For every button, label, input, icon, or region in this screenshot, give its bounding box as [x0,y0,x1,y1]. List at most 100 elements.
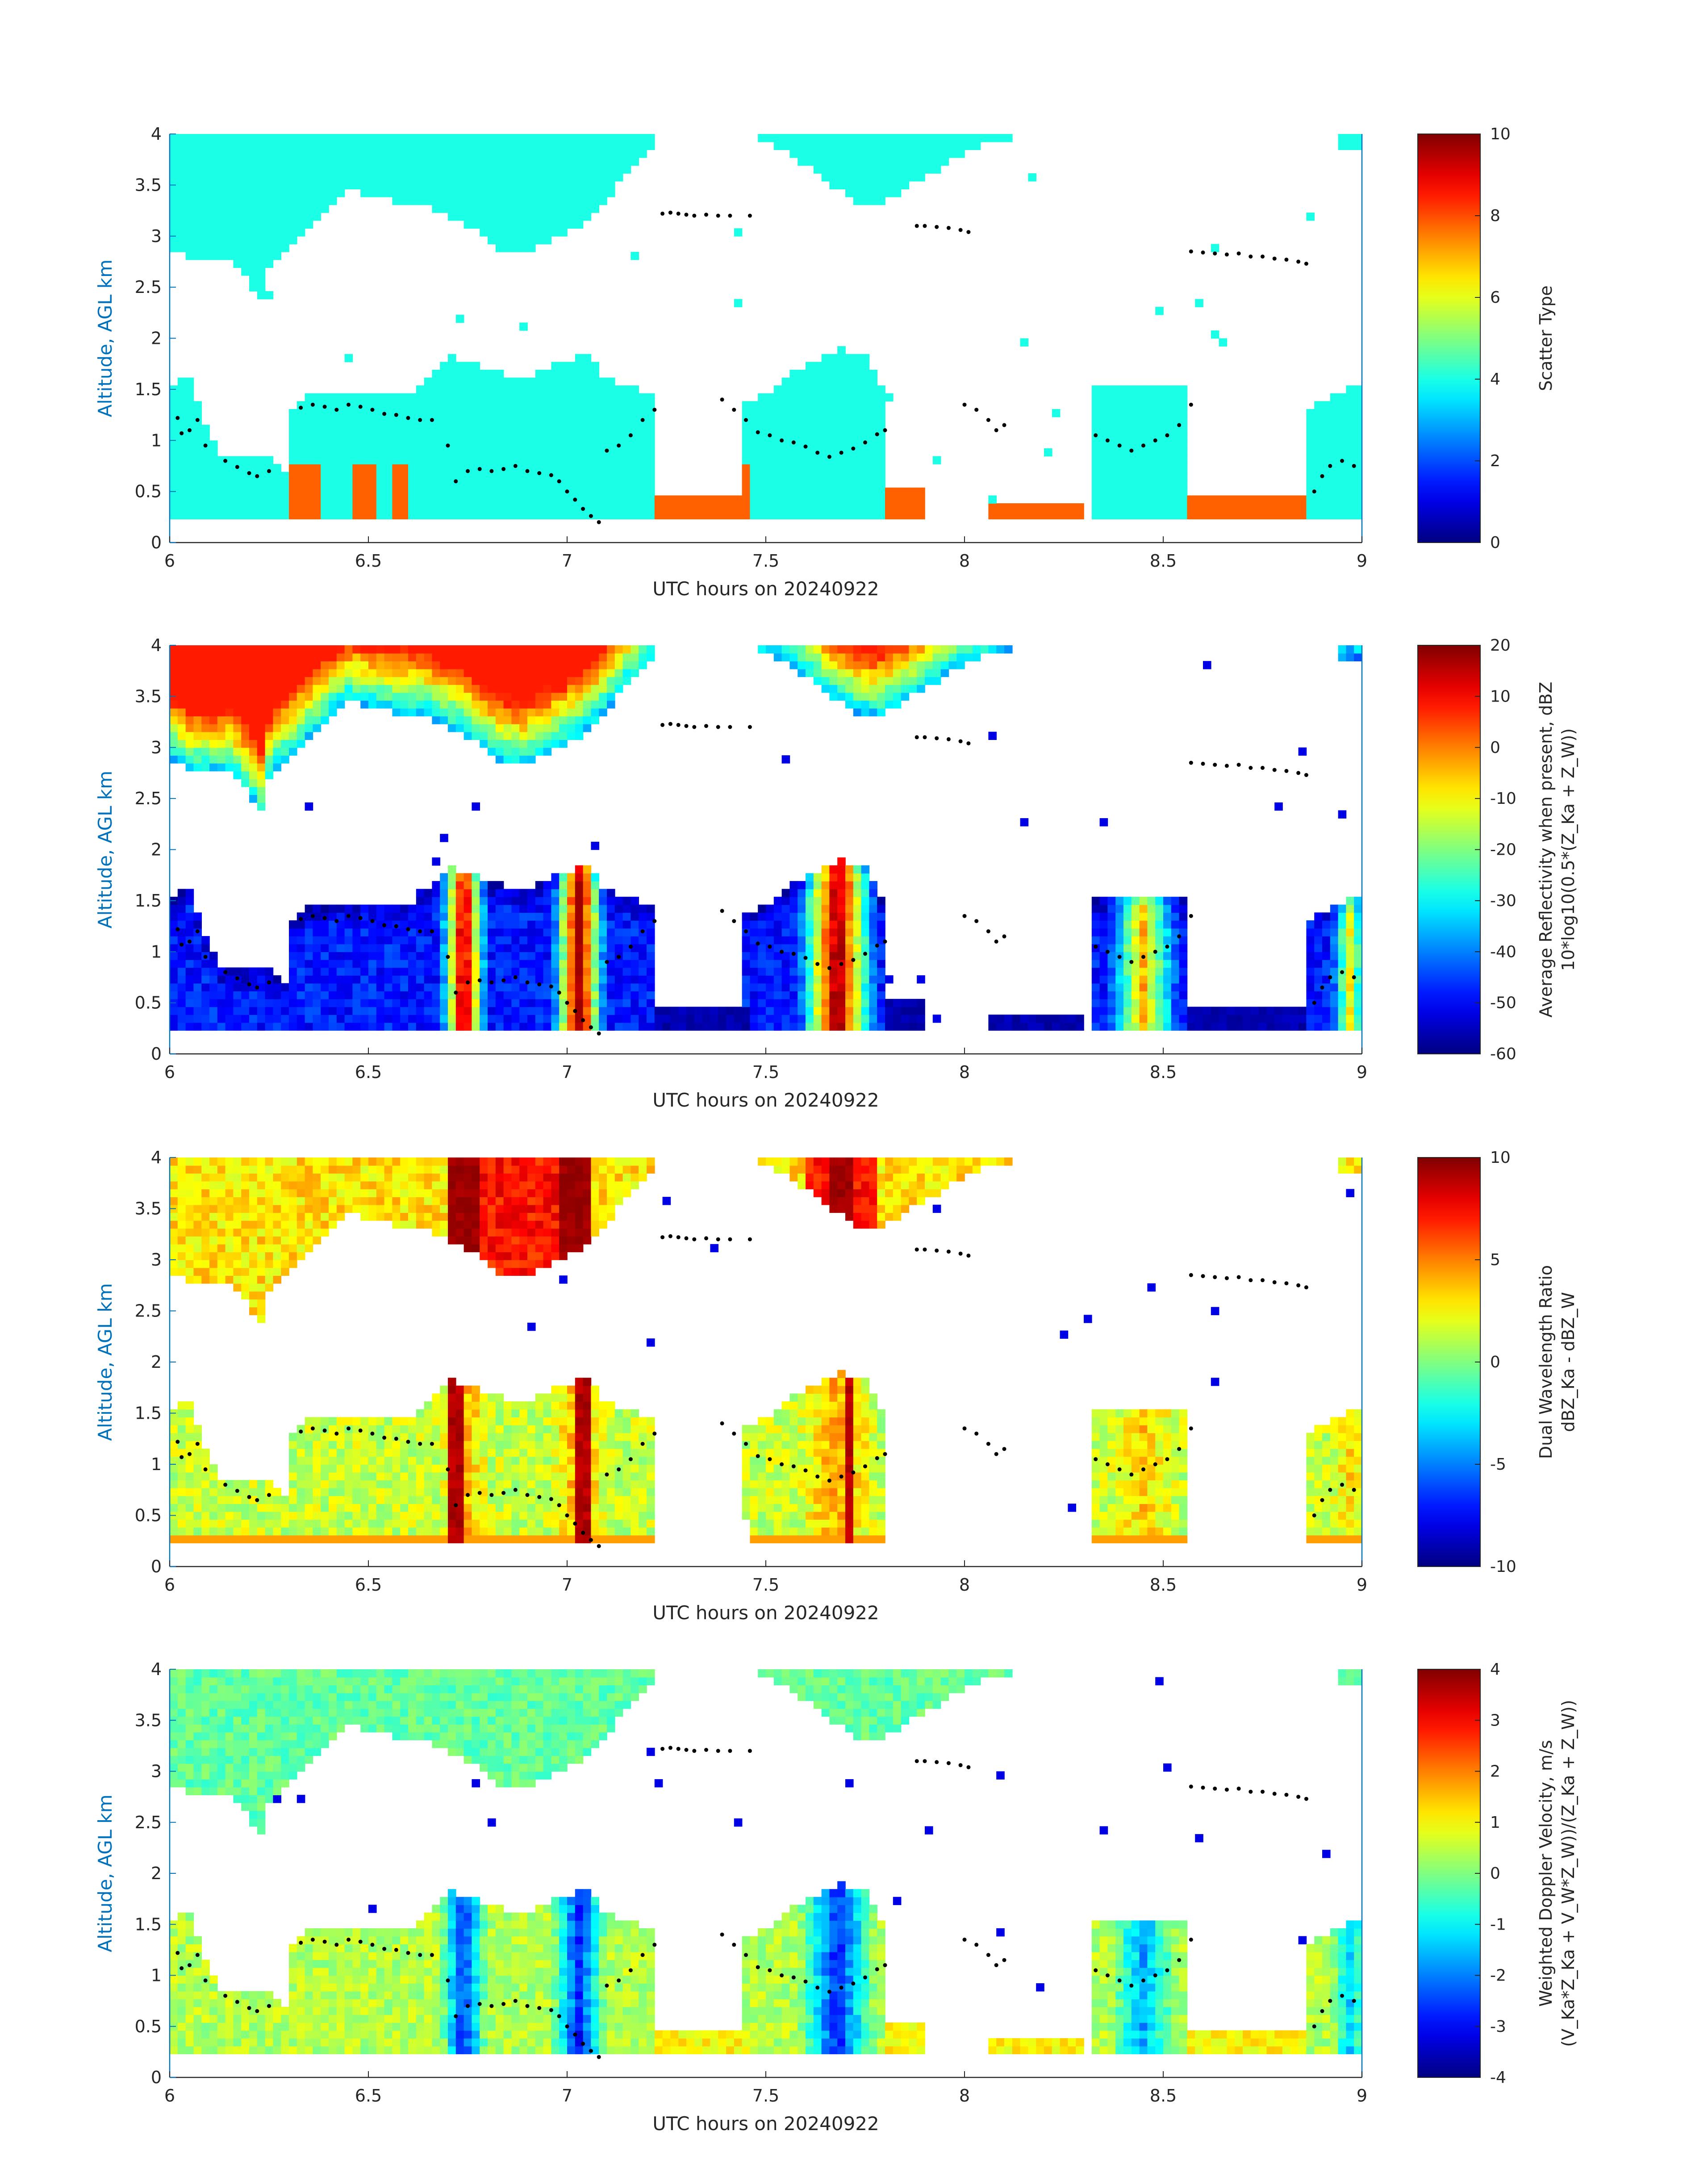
heatmap-cell [614,685,623,693]
heatmap-cell [853,897,862,905]
heatmap-cell [813,503,822,512]
heatmap-cell [296,677,305,685]
heatmap-cell [1322,448,1331,457]
heatmap-cell [432,464,440,472]
heatmap-cell [599,999,607,1007]
heatmap-cell [455,196,464,205]
heatmap-cell [1322,425,1331,433]
heatmap-cell [384,661,393,669]
heatmap-cell [480,385,488,394]
heatmap-cell [599,417,607,425]
heatmap-cell [472,1022,480,1031]
heatmap-cell [1330,425,1339,433]
heatmap-cell [209,959,218,968]
heatmap-cell [495,401,504,409]
heatmap-cell [837,1022,846,1031]
cloud-base-point [1177,423,1182,427]
heatmap-cell [543,653,552,661]
heatmap-cell [480,724,488,732]
heatmap-cell [813,401,822,409]
heatmap-cell [225,196,234,205]
heatmap-cell [480,1022,488,1031]
heatmap-cell [1346,409,1354,418]
heatmap-cell [773,432,782,441]
heatmap-cell [170,213,178,221]
heatmap-cell [766,912,774,921]
heatmap-cell [503,464,512,472]
heatmap-cell [639,936,647,944]
heatmap-cell [305,503,313,512]
heatmap-cell [806,959,814,968]
heatmap-cell [360,165,369,174]
heatmap-cell [480,897,488,905]
heatmap-cell [495,220,504,229]
heatmap-cell [551,134,560,142]
heatmap-cell [503,393,512,402]
heatmap-cell [360,952,369,960]
heatmap-cell [885,999,894,1007]
heatmap-cell [853,409,862,418]
heatmap-cell [400,440,409,449]
heatmap-cell [559,228,568,237]
heatmap-cell [511,983,520,991]
heatmap-cell [519,472,528,480]
heatmap-cell [1147,432,1156,441]
heatmap-cell [448,362,456,370]
heatmap-cell [281,480,289,488]
heatmap-cell [305,802,313,811]
heatmap-cell [1354,134,1362,142]
heatmap-cell [639,425,647,433]
heatmap-cell [376,134,385,142]
heatmap-cell [344,1022,353,1031]
heatmap-cell [877,928,885,936]
heatmap-cell [1346,385,1354,394]
heatmap-cell [185,1007,194,1015]
cloud-base-point [1117,443,1122,448]
heatmap-cell [201,173,210,182]
heatmap-cell [1354,142,1362,150]
heatmap-cell [313,677,321,685]
heatmap-cell [758,928,766,936]
heatmap-cell [448,967,456,976]
heatmap-cell [201,425,210,433]
heatmap-cell [201,220,210,229]
heatmap-cell [758,487,766,496]
heatmap-cell [845,959,854,968]
heatmap-cell [511,425,520,433]
heatmap-cell [1099,417,1108,425]
heatmap-cell [798,991,806,999]
heatmap-cell [368,1015,377,1023]
heatmap-cell [1330,456,1339,464]
heatmap-cell [440,669,448,677]
heatmap-cell [622,503,631,512]
heatmap-cell [392,904,401,913]
heatmap-cell [400,944,409,953]
heatmap-cell [289,464,297,472]
heatmap-cell [313,196,321,205]
heatmap-cell [217,677,226,685]
heatmap-cell [806,495,814,504]
heatmap-cell [781,928,790,936]
heatmap-cell [853,432,862,441]
heatmap-cell [281,661,289,669]
heatmap-cell [495,897,504,905]
heatmap-cell [249,283,258,292]
heatmap-cell [710,1022,718,1031]
heatmap-cell [440,661,448,669]
heatmap-cell [209,740,218,748]
heatmap-cell [217,661,226,669]
heatmap-cell [384,173,393,182]
heatmap-cell [1346,401,1354,409]
heatmap-cell [472,889,480,897]
heatmap-cell [503,440,512,449]
heatmap-cell [488,196,496,205]
heatmap-cell [265,991,274,999]
heatmap-cell [170,511,178,519]
heatmap-cell [607,464,615,472]
heatmap-cell [376,1015,385,1023]
heatmap-cell [535,220,544,229]
cloud-base-point [974,408,979,412]
heatmap-cell [543,645,552,654]
heatmap-cell [861,173,870,182]
heatmap-cell [781,393,790,402]
